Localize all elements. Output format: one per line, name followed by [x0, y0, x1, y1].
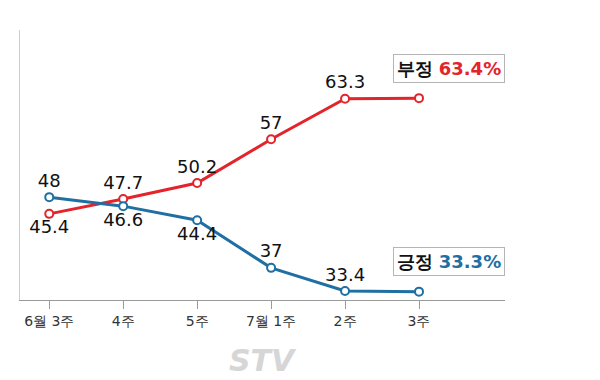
svg-text:37: 37 [260, 240, 283, 261]
svg-text:긍정 33.3%: 긍정 33.3% [397, 251, 501, 272]
svg-text:4주: 4주 [112, 313, 135, 329]
svg-text:48: 48 [38, 170, 61, 191]
svg-text:STV: STV [229, 343, 297, 378]
svg-text:6월 3주: 6월 3주 [24, 313, 74, 329]
svg-text:50.2: 50.2 [177, 156, 217, 177]
svg-text:63.3: 63.3 [325, 71, 365, 92]
svg-text:7월 1주: 7월 1주 [246, 313, 296, 329]
svg-text:45.4: 45.4 [29, 216, 69, 237]
svg-text:57: 57 [260, 112, 283, 133]
svg-text:47.7: 47.7 [103, 172, 143, 193]
svg-text:2주: 2주 [334, 313, 357, 329]
svg-text:46.6: 46.6 [103, 209, 143, 230]
svg-text:부정 63.4%: 부정 63.4% [397, 58, 501, 79]
svg-text:5주: 5주 [186, 313, 209, 329]
svg-text:3주: 3주 [408, 313, 431, 329]
svg-text:33.4: 33.4 [325, 264, 365, 285]
svg-text:44.4: 44.4 [177, 223, 217, 244]
